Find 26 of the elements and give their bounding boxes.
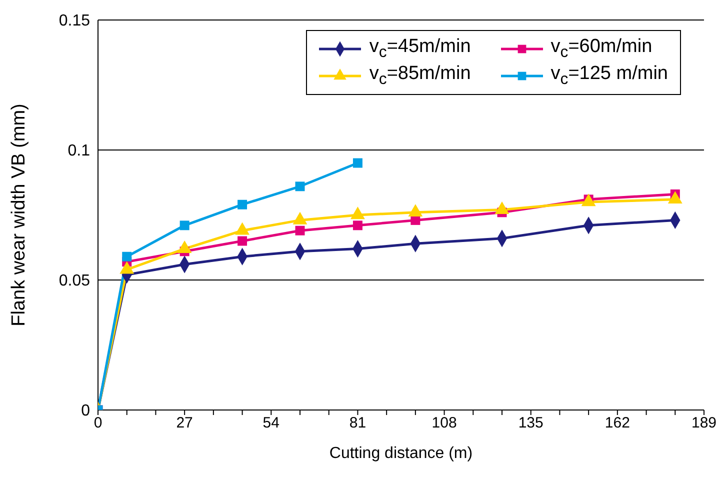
legend-label: v$_{c}$=85m/min — [369, 62, 471, 89]
point — [352, 220, 362, 230]
point — [122, 252, 132, 262]
x-tick-label: 54 — [262, 414, 280, 432]
point — [295, 182, 305, 192]
point — [180, 220, 190, 230]
point — [352, 158, 362, 168]
x-tick-label: 135 — [518, 414, 544, 432]
point — [295, 226, 305, 236]
x-tick-label: 27 — [176, 414, 193, 432]
y-axis-title: Flank wear width VB (mm) — [8, 104, 30, 326]
legend-label: v$_{c}$=125 m/min — [550, 62, 668, 89]
x-axis-title: Cutting distance (m) — [329, 445, 473, 462]
point — [238, 200, 248, 210]
point — [238, 236, 248, 246]
y-tick-label: 0.15 — [58, 12, 90, 30]
x-tick-label: 0 — [94, 414, 102, 432]
x-tick-label: 162 — [604, 414, 630, 432]
x-tick-label: 108 — [432, 414, 457, 432]
legend-label: v$_{c}$=60m/min — [550, 36, 652, 62]
y-tick-label: 0.05 — [58, 272, 90, 290]
x-tick-label: 81 — [349, 414, 366, 432]
legend-label: v$_{c}$=45m/min — [369, 36, 471, 62]
y-tick-label: 0 — [81, 402, 90, 420]
x-tick-label: 189 — [691, 414, 717, 432]
y-tick-label: 0.1 — [68, 142, 90, 160]
